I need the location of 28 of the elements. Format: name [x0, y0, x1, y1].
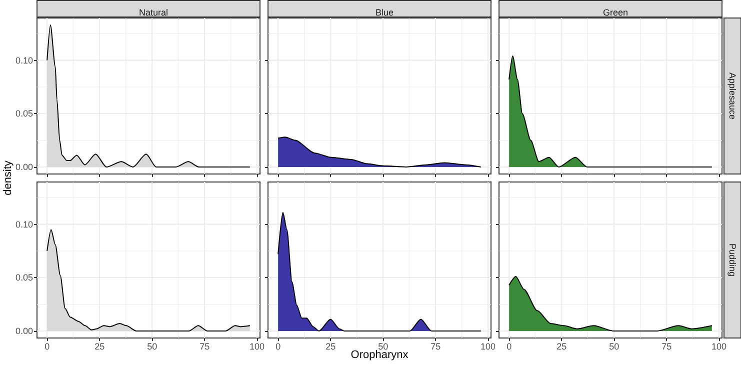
x-axis-title: Oropharynx [350, 349, 409, 361]
x-tick-label: 25 [326, 342, 336, 352]
chart-title: Blue [375, 8, 394, 18]
chart-title: Green [602, 8, 628, 18]
x-tick-label: 50 [378, 342, 388, 352]
x-tick-label: 0 [44, 342, 50, 352]
x-tick-label: 0 [506, 342, 512, 352]
x-tick-label: 100 [480, 342, 496, 352]
x-tick-label: 25 [94, 342, 105, 352]
y-tick-label: 0.05 [15, 272, 33, 283]
x-tick-label: 0 [276, 342, 281, 352]
x-tick-label: 75 [662, 342, 672, 352]
x-tick-label: 75 [200, 342, 210, 352]
text: Pudding [728, 243, 738, 277]
y-axis-title: density [2, 160, 14, 196]
y-tick-label: 0.10 [15, 219, 33, 230]
y-tick-label: 0.10 [15, 55, 33, 66]
chart-title: Natural [138, 8, 168, 18]
x-tick-label: 25 [556, 342, 567, 352]
x-tick-label: 75 [430, 342, 441, 352]
text: Applesauce [728, 72, 738, 120]
x-tick-label: 50 [609, 342, 620, 352]
y-tick-label: 0.00 [15, 162, 33, 172]
x-tick-label: 100 [712, 342, 727, 352]
x-tick-label: 100 [250, 342, 265, 352]
x-tick-label: 50 [147, 342, 158, 352]
y-tick-label: 0.05 [15, 108, 33, 119]
y-tick-label: 0.00 [15, 326, 33, 336]
